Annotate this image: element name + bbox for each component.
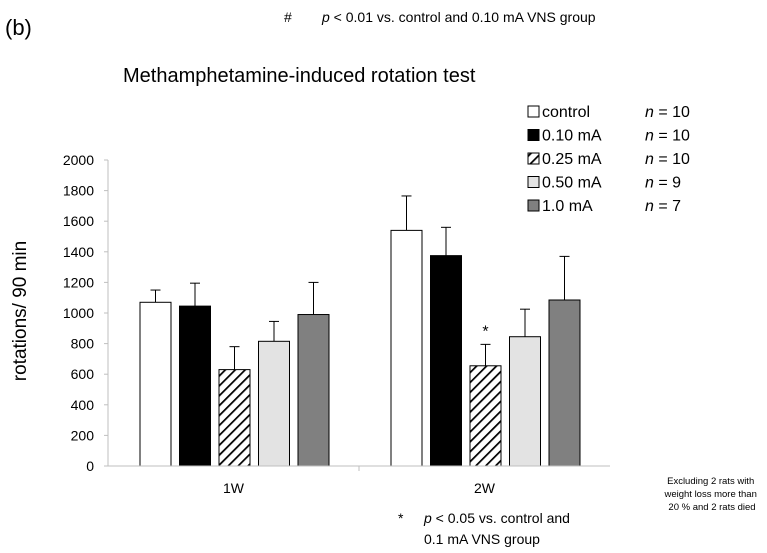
footnote-bottom-text: < 0.05 vs. control and (432, 510, 570, 526)
bar-1w-0-25-ma (218, 369, 251, 467)
legend-label-0-25-ma: 0.25 mA (542, 151, 602, 168)
bar-2w-0-10-ma (430, 255, 462, 467)
x-tick-label: 1W (223, 480, 245, 496)
legend: control n = 10 0.10 mA n = 10 0.25 mA n = 10 0… (527, 104, 690, 215)
legend-n-0-25-ma: n = 10 (645, 151, 690, 168)
footnote-bottom-symbol: * (398, 510, 404, 526)
y-tick-label: 1400 (63, 244, 94, 260)
chart-title: Methamphetamine-induced rotation test (123, 65, 476, 87)
panel-label: (b) (5, 15, 32, 40)
bar-2w-1-0-ma (548, 299, 581, 467)
y-tick-label: 0 (86, 458, 94, 474)
bar-2w-0-25-ma (469, 365, 502, 467)
legend-swatch-1-0-ma (527, 199, 540, 212)
legend-n-1-0-ma: n = 7 (645, 198, 681, 215)
side-note-line-3: 20 % and 2 rats died (668, 502, 755, 513)
bar-1w-0-50-ma (258, 340, 290, 467)
bars: * (139, 195, 581, 467)
legend-swatch-0-50-ma (527, 176, 540, 188)
footnote-bottom-line-1: * p < 0.05 vs. control and (398, 510, 570, 526)
significance-marker: * (482, 323, 488, 340)
y-axis-ticks: 0 200 400 600 800 1000 1200 1400 1600 1800 2000 (63, 152, 108, 474)
legend-label-0-10-ma: 0.10 mA (542, 128, 602, 145)
y-tick-label: 800 (71, 336, 95, 352)
footnote-top-text: < 0.01 vs. control and 0.10 mA VNS group (330, 9, 596, 25)
y-tick-label: 1200 (63, 274, 94, 290)
bar-1w-1-0-ma (297, 314, 330, 467)
legend-label-control: control (542, 104, 590, 121)
bar-2w-control (390, 229, 423, 467)
footnote-bottom-p: p (423, 510, 432, 526)
y-tick-label: 1800 (63, 183, 94, 199)
legend-label-0-50-ma: 0.50 mA (542, 175, 602, 192)
legend-n-0-50-ma: n = 9 (645, 175, 681, 192)
legend-n-control: n = 10 (645, 104, 690, 121)
legend-label-1-0-ma: 1.0 mA (542, 198, 593, 215)
side-note-line-1: Excluding 2 rats with (667, 476, 754, 487)
bar-1w-0-10-ma (179, 305, 211, 467)
legend-swatch-0-25-ma (527, 152, 540, 165)
y-tick-label: 600 (71, 366, 95, 382)
y-axis-label: rotations/ 90 min (10, 241, 31, 381)
footnote-bottom-line-2: 0.1 mA VNS group (424, 531, 540, 547)
y-tick-label: 400 (71, 397, 95, 413)
bar-2w-0-50-ma (509, 336, 541, 467)
y-tick-label: 1000 (63, 305, 94, 321)
x-tick-label: 2W (474, 480, 496, 496)
bar-1w-control (139, 301, 172, 467)
y-tick-label: 2000 (63, 152, 94, 168)
side-note-line-2: weight loss more than (663, 489, 756, 500)
y-tick-label: 1600 (63, 213, 94, 229)
legend-swatch-control (527, 105, 540, 118)
footnote-top-symbol: # (284, 9, 292, 25)
x-axis-ticks: 1W 2W (223, 466, 496, 496)
footnote-top: # p < 0.01 vs. control and 0.10 mA VNS g… (284, 9, 596, 25)
legend-n-0-10-ma: n = 10 (645, 128, 690, 145)
side-note: Excluding 2 rats with weight loss more t… (663, 476, 759, 513)
legend-swatch-0-10-ma (527, 129, 540, 141)
y-tick-label: 200 (71, 427, 95, 443)
footnote-top-p: p (321, 9, 330, 25)
